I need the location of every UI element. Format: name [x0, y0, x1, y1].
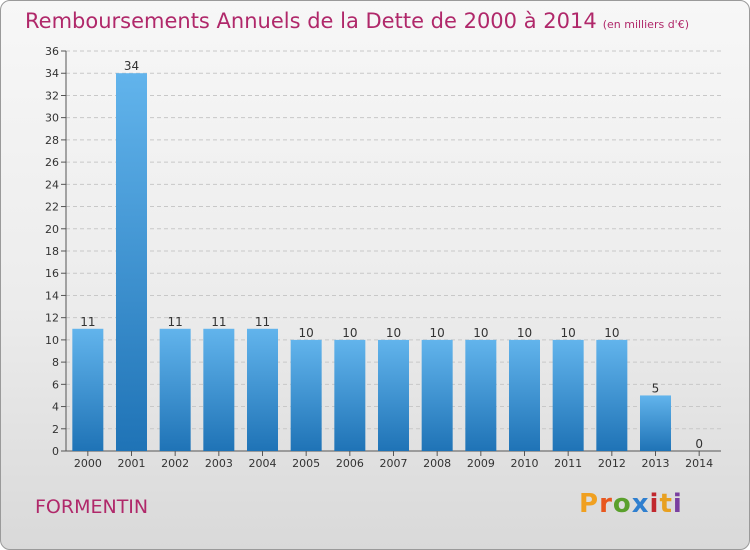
bar-2003 — [203, 328, 235, 451]
bar-2009 — [465, 339, 497, 451]
x-tick-label: 2013 — [642, 457, 670, 470]
x-tick-label: 2002 — [161, 457, 189, 470]
chart-title-text: Remboursements Annuels de la Dette de 20… — [25, 9, 597, 33]
data-label: 11 — [211, 315, 226, 329]
x-tick-label: 2006 — [336, 457, 364, 470]
x-tick-label: 2011 — [554, 457, 582, 470]
x-tick-label: 2000 — [74, 457, 102, 470]
data-label: 10 — [473, 326, 488, 340]
chart-title: Remboursements Annuels de la Dette de 20… — [25, 9, 689, 33]
x-tick-label: 2004 — [249, 457, 277, 470]
y-tick-label: 2 — [52, 423, 59, 436]
y-tick-label: 24 — [45, 178, 59, 191]
bar-2002 — [159, 328, 191, 451]
x-tick-label: 2014 — [685, 457, 713, 470]
data-label: 5 — [652, 381, 660, 395]
bars — [72, 73, 671, 451]
x-tick-label: 2009 — [467, 457, 495, 470]
data-label: 11 — [80, 315, 95, 329]
bar-2006 — [334, 339, 366, 451]
proxiti-logo[interactable]: Proxiti — [579, 489, 683, 519]
y-tick-label: 14 — [45, 289, 59, 302]
y-tick-label: 34 — [45, 67, 59, 80]
logo-letter: i — [649, 489, 660, 519]
x-tick-label: 2012 — [598, 457, 626, 470]
logo-letter: i — [672, 489, 683, 519]
y-tick-label: 28 — [45, 134, 59, 147]
data-label: 10 — [604, 326, 619, 340]
data-label: 0 — [695, 437, 703, 451]
x-tick-label: 2001 — [118, 457, 146, 470]
logo-letter: P — [579, 489, 600, 519]
y-tick-label: 18 — [45, 245, 59, 258]
logo-letter: x — [631, 489, 650, 519]
data-label: 10 — [430, 326, 445, 340]
logo-letter: t — [659, 489, 673, 519]
y-tick-label: 26 — [45, 156, 59, 169]
bar-2004 — [247, 328, 278, 451]
data-label: 10 — [299, 326, 314, 340]
bar-2000 — [72, 328, 104, 451]
y-tick-label: 32 — [45, 89, 59, 102]
data-label: 10 — [517, 326, 532, 340]
y-tick-label: 22 — [45, 201, 59, 214]
data-labels: 11 34 11 11 11 10 10 10 10 10 10 10 10 5 0 — [80, 59, 703, 451]
bar-2010 — [509, 339, 540, 451]
y-tick-label: 30 — [45, 112, 59, 125]
logo-letter: o — [612, 489, 632, 519]
data-label: 34 — [124, 59, 139, 73]
y-tick-label: 6 — [52, 378, 59, 391]
bar-2012 — [596, 339, 628, 451]
data-label: 10 — [561, 326, 576, 340]
data-label: 10 — [342, 326, 357, 340]
x-tick-label: 2005 — [292, 457, 320, 470]
x-tick-label: 2008 — [423, 457, 451, 470]
data-label: 11 — [168, 315, 183, 329]
y-tick-label: 16 — [45, 267, 59, 280]
y-tick-label: 0 — [52, 445, 59, 458]
data-label: 11 — [255, 315, 270, 329]
y-tick-label: 4 — [52, 401, 59, 414]
chart-unit: (en milliers d'€) — [602, 18, 689, 31]
x-tick-label: 2003 — [205, 457, 233, 470]
bar-2005 — [290, 339, 322, 451]
y-tick-label: 12 — [45, 312, 59, 325]
x-tick-label: 2010 — [511, 457, 539, 470]
y-tick-label: 10 — [45, 334, 59, 347]
bar-2013 — [640, 395, 671, 451]
x-tick-label: 2007 — [380, 457, 408, 470]
y-tick-label: 8 — [52, 356, 59, 369]
data-label: 10 — [386, 326, 401, 340]
y-tick-label: 36 — [45, 45, 59, 58]
bar-2007 — [378, 339, 409, 451]
bar-2011 — [552, 339, 584, 451]
bar-2008 — [421, 339, 453, 451]
y-tick-label: 20 — [45, 223, 59, 236]
bar-2001 — [116, 73, 147, 451]
commune-name: FORMENTIN — [35, 496, 149, 518]
logo-letter: r — [599, 489, 613, 519]
